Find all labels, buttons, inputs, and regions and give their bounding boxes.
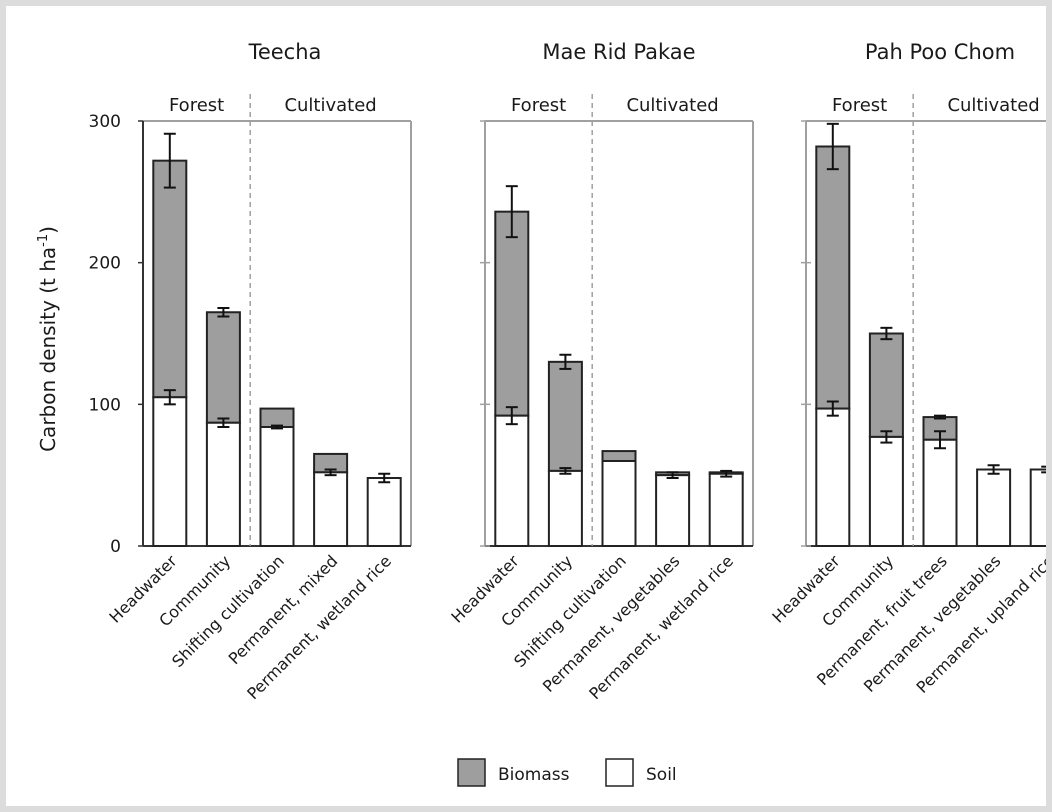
- y-tick-label: 100: [89, 395, 121, 415]
- bar-biomass: [259, 407, 295, 429]
- group-label-cultivated: Cultivated: [947, 95, 1039, 116]
- bar-soil: [655, 474, 691, 547]
- bar-soil: [547, 469, 583, 547]
- bar-biomass: [601, 450, 637, 463]
- legend-swatch-biomass: [457, 758, 486, 787]
- bar-biomass: [547, 360, 583, 472]
- bar-biomass: [815, 145, 851, 410]
- bar-biomass: [205, 311, 241, 424]
- bar-soil: [152, 396, 188, 547]
- legend-label-biomass: Biomass: [498, 765, 570, 785]
- carbon-density-chart: Carbon density (t ha-1) 0 100 200 300 Teecha F…: [36, 40, 1046, 787]
- group-label-forest: Forest: [169, 95, 224, 116]
- y-axis-label: Carbon density (t ha-1): [36, 226, 60, 452]
- panel-title: Teecha: [248, 40, 322, 64]
- figure: Carbon density (t ha-1) 0 100 200 300 Teecha F…: [6, 6, 1046, 806]
- bar-biomass: [868, 332, 904, 438]
- bar-soil: [259, 426, 295, 547]
- group-label-forest: Forest: [511, 95, 566, 116]
- y-tick-label: 200: [89, 254, 121, 274]
- bar-soil: [708, 472, 744, 547]
- bar-soil: [868, 435, 904, 547]
- bar-soil: [922, 438, 958, 547]
- bar-biomass: [494, 210, 530, 417]
- bar-soil: [494, 414, 530, 547]
- group-label-cultivated: Cultivated: [626, 95, 718, 116]
- bar-soil: [976, 468, 1012, 547]
- group-label-forest: Forest: [832, 95, 887, 116]
- legend-label-soil: Soil: [646, 765, 677, 785]
- bar-soil: [366, 477, 402, 547]
- y-tick-label: 0: [110, 537, 121, 557]
- bar-soil: [601, 460, 637, 547]
- bar-soil: [313, 471, 349, 548]
- bar-biomass: [152, 159, 188, 399]
- panel-title: Pah Poo Chom: [865, 40, 1015, 64]
- y-tick-label: 300: [89, 112, 121, 132]
- bar-soil: [815, 407, 851, 548]
- bar-soil: [1029, 468, 1046, 547]
- group-label-cultivated: Cultivated: [284, 95, 376, 116]
- panel-title: Mae Rid Pakae: [542, 40, 695, 64]
- legend-swatch-soil: [605, 758, 634, 787]
- bar-soil: [205, 421, 241, 547]
